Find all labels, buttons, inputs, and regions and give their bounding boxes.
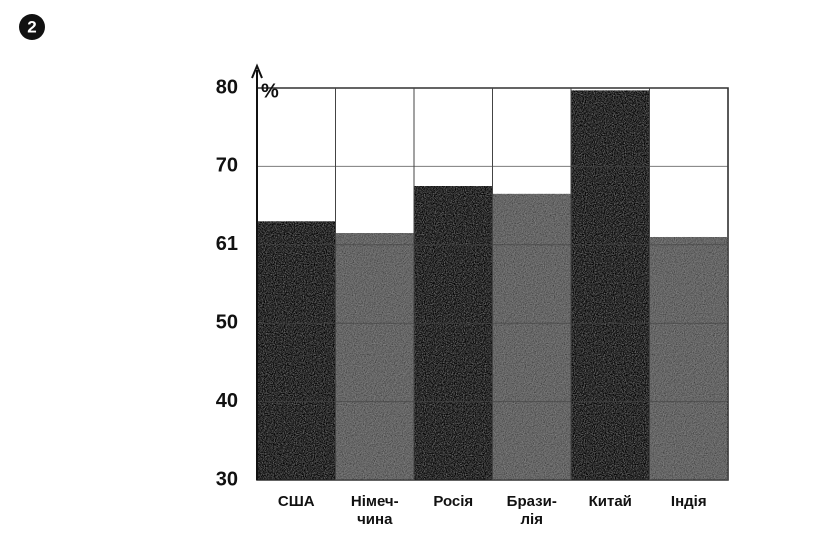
exercise-badge (19, 14, 45, 40)
y-tick-label: 30 (216, 468, 238, 490)
y-axis-arrow (251, 63, 263, 79)
x-tick-label: Німеч-чина (351, 493, 399, 528)
plot: 30 40 50 61 70 80 % США Німеч-чина Росія Брази-лія… (216, 63, 729, 528)
x-tick-label: Брази-лія (507, 493, 557, 528)
x-tick-label: США (278, 493, 315, 510)
y-tick-label: 80 (216, 76, 238, 98)
bar (649, 236, 728, 480)
bar (414, 186, 493, 480)
x-tick-label: Індія (671, 493, 707, 510)
bar (492, 193, 571, 480)
x-tick-label: Росія (433, 493, 473, 510)
y-unit: % (261, 80, 279, 102)
bar (257, 221, 336, 480)
bar (335, 233, 414, 480)
y-tick-label: 50 (216, 311, 238, 333)
bar (571, 90, 650, 481)
y-tick-label: 70 (216, 155, 238, 177)
exercise-number: 2 (27, 17, 36, 36)
y-tick-label: 40 (216, 390, 238, 412)
y-tick-label: 61 (216, 233, 238, 255)
x-tick-label: Китай (589, 493, 632, 510)
